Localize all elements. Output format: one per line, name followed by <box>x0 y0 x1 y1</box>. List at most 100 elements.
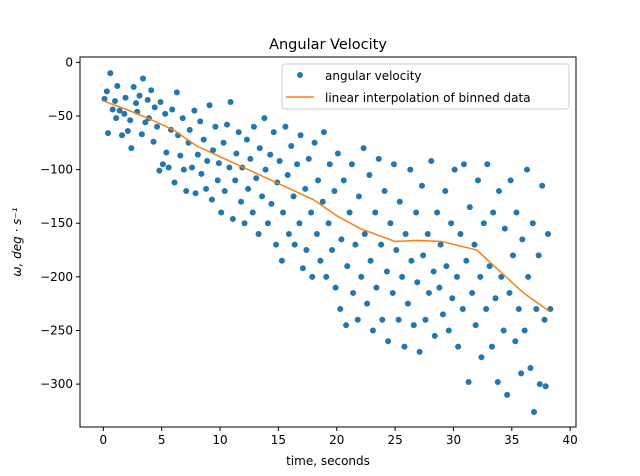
data-point <box>529 220 536 227</box>
data-point <box>282 123 289 130</box>
data-point <box>325 220 332 227</box>
data-point <box>212 123 219 130</box>
data-point <box>291 241 298 248</box>
data-point <box>142 119 149 126</box>
data-point <box>439 311 446 318</box>
data-point <box>189 164 196 171</box>
data-point <box>245 185 252 192</box>
x-tick-label: 5 <box>158 433 166 447</box>
data-point <box>241 220 248 227</box>
x-axis: 0 5 10 15 20 25 30 35 40 <box>100 427 578 447</box>
data-point <box>451 166 458 173</box>
data-point <box>408 257 415 264</box>
data-point <box>133 100 140 107</box>
x-tick-label: 10 <box>212 433 227 447</box>
data-point <box>227 99 234 106</box>
x-tick-label: 15 <box>271 433 286 447</box>
data-point <box>358 273 365 280</box>
data-point <box>416 348 423 355</box>
data-point <box>337 306 344 313</box>
data-point <box>525 273 532 280</box>
data-point <box>294 161 301 168</box>
data-point <box>235 129 242 136</box>
data-point <box>379 316 386 323</box>
data-point <box>474 177 481 184</box>
data-point <box>303 247 310 254</box>
data-point <box>113 115 120 122</box>
data-point <box>186 126 193 133</box>
data-point <box>264 220 271 227</box>
data-point <box>288 143 295 150</box>
data-point <box>420 252 427 259</box>
data-point <box>204 158 211 165</box>
x-tick-label: 40 <box>563 433 578 447</box>
data-point <box>413 209 420 216</box>
data-point <box>472 322 479 329</box>
data-point <box>256 145 263 152</box>
data-point <box>418 182 425 189</box>
data-point <box>284 171 291 178</box>
data-point <box>215 160 222 167</box>
data-point <box>198 170 205 177</box>
data-point <box>334 150 341 157</box>
data-point <box>130 84 137 91</box>
data-point <box>512 338 519 345</box>
data-point <box>348 161 355 168</box>
data-point <box>519 236 526 243</box>
data-point <box>109 106 116 113</box>
y-tick-label: −150 <box>40 216 73 230</box>
plot-frame <box>79 56 577 428</box>
data-point <box>367 257 374 264</box>
data-point <box>311 139 318 146</box>
data-point <box>114 82 121 89</box>
data-point <box>224 121 231 128</box>
data-point <box>498 273 505 280</box>
data-point <box>317 257 324 264</box>
data-point <box>389 289 396 296</box>
data-point <box>136 92 143 99</box>
data-point <box>360 145 367 152</box>
data-point <box>140 75 147 82</box>
data-point <box>101 95 108 102</box>
legend-marker-angular-velocity <box>297 72 303 78</box>
data-point <box>372 209 379 216</box>
data-point <box>387 220 394 227</box>
data-point <box>285 230 292 237</box>
data-point <box>169 106 176 113</box>
data-point <box>179 115 186 122</box>
x-axis-label: time, seconds <box>286 454 370 468</box>
data-point <box>326 161 333 168</box>
data-point <box>309 273 316 280</box>
data-point <box>206 102 213 109</box>
data-point <box>449 295 456 302</box>
legend-frame <box>281 63 570 110</box>
data-point <box>121 110 128 117</box>
data-point <box>122 94 129 101</box>
data-point <box>541 316 548 323</box>
data-point <box>273 241 280 248</box>
data-point <box>463 257 470 264</box>
data-point <box>494 378 501 385</box>
y-tick-label: 0 <box>65 55 73 69</box>
data-point <box>361 230 368 237</box>
data-point <box>395 316 402 323</box>
data-point <box>471 241 478 248</box>
y-tick-label: −50 <box>48 109 73 123</box>
data-point <box>465 378 472 385</box>
data-point <box>544 230 551 237</box>
data-point <box>232 177 239 184</box>
data-point <box>250 123 257 130</box>
data-point <box>119 132 126 139</box>
data-point <box>105 130 112 137</box>
data-point <box>162 110 169 117</box>
legend: angular velocity linear interpolation of… <box>281 63 570 110</box>
data-point <box>156 167 163 174</box>
data-point <box>290 193 297 200</box>
data-point <box>253 175 260 182</box>
data-point <box>203 185 210 192</box>
data-point <box>280 209 287 216</box>
data-point <box>344 263 351 270</box>
data-point <box>315 177 322 184</box>
data-point <box>171 179 178 186</box>
